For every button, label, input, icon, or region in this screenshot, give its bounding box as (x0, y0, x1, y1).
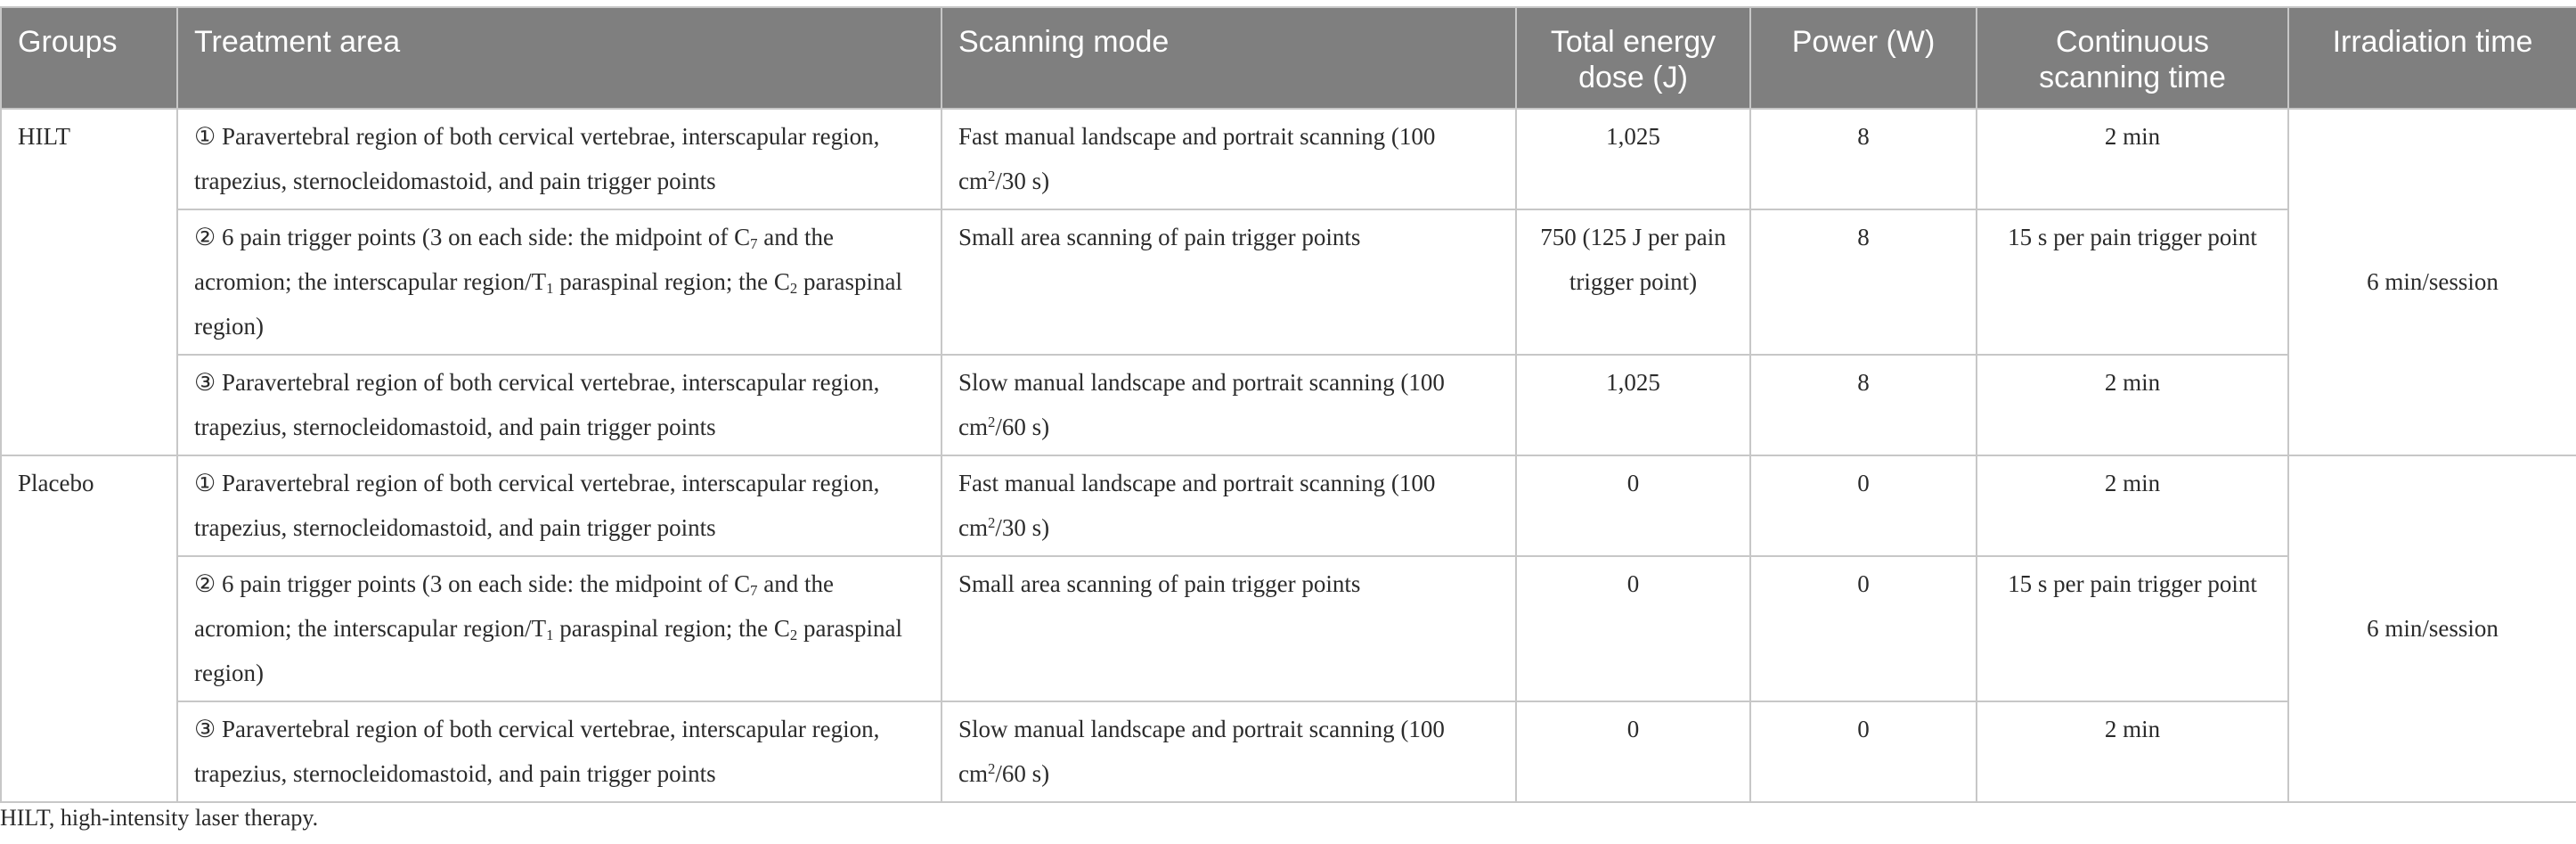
scanning-mode-cell: Fast manual landscape and portrait scann… (941, 108, 1517, 210)
power-cell: 0 (1749, 555, 1977, 702)
power-cell: 8 (1749, 209, 1977, 356)
power-cell: 0 (1749, 701, 1977, 803)
scanning-mode-cell: Slow manual landscape and portrait scann… (941, 701, 1517, 803)
energy-dose-cell: 0 (1515, 455, 1751, 557)
scanning-mode-cell: Small area scanning of pain trigger poin… (941, 209, 1517, 356)
scanning-time-cell: 15 s per pain trigger point (1976, 209, 2289, 356)
scanning-time-cell: 2 min (1976, 354, 2289, 456)
scanning-time-cell: 2 min (1976, 455, 2289, 557)
treatment-area-cell: ③ Paravertebral region of both cervical … (176, 354, 942, 456)
energy-dose-cell: 1,025 (1515, 108, 1751, 210)
power-cell: 0 (1749, 455, 1977, 557)
scanning-time-cell: 2 min (1976, 701, 2289, 803)
table-row: ② 6 pain trigger points (3 on each side:… (1, 555, 2576, 702)
table-row: ② 6 pain trigger points (3 on each side:… (1, 209, 2576, 356)
scanning-mode-cell: Fast manual landscape and portrait scann… (941, 455, 1517, 557)
energy-dose-cell: 750 (125 J per pain trigger point) (1515, 209, 1751, 356)
scanning-mode-cell: Slow manual landscape and portrait scann… (941, 354, 1517, 456)
treatment-area-cell: ② 6 pain trigger points (3 on each side:… (176, 209, 942, 356)
group-label-placebo: Placebo (0, 455, 178, 803)
col-header-irradiation-time: Irradiation time (2287, 6, 2576, 110)
col-header-groups: Groups (0, 6, 178, 110)
group-label-hilt: HILT (0, 108, 178, 456)
treatment-area-cell: ① Paravertebral region of both cervical … (176, 108, 942, 210)
energy-dose-cell: 1,025 (1515, 354, 1751, 456)
header-row: Groups Treatment area Scanning mode Tota… (0, 6, 2576, 110)
scanning-time-cell: 15 s per pain trigger point (1976, 555, 2289, 702)
treatment-parameters-table: Groups Treatment area Scanning mode Tota… (0, 6, 2576, 803)
table-row: ③ Paravertebral region of both cervical … (1, 354, 2576, 456)
table-row: ③ Paravertebral region of both cervical … (1, 701, 2576, 803)
table-footnote: HILT, high-intensity laser therapy. (0, 805, 319, 831)
treatment-area-cell: ③ Paravertebral region of both cervical … (176, 701, 942, 803)
col-header-total-energy-dose: Total energy dose (J) (1515, 6, 1751, 110)
energy-dose-cell: 0 (1515, 555, 1751, 702)
power-cell: 8 (1749, 108, 1977, 210)
treatment-area-cell: ① Paravertebral region of both cervical … (176, 455, 942, 557)
power-cell: 8 (1749, 354, 1977, 456)
table-row: HILT ① Paravertebral region of both cerv… (0, 108, 2576, 456)
irradiation-time-cell: 6 min/session (2287, 455, 2576, 803)
col-header-continuous-scanning-time: Continuous scanning time (1976, 6, 2289, 110)
scanning-mode-cell: Small area scanning of pain trigger poin… (941, 555, 1517, 702)
col-header-scanning-mode: Scanning mode (941, 6, 1517, 110)
scanning-time-cell: 2 min (1976, 108, 2289, 210)
treatment-area-cell: ② 6 pain trigger points (3 on each side:… (176, 555, 942, 702)
col-header-treatment-area: Treatment area (176, 6, 942, 110)
irradiation-time-cell: 6 min/session (2287, 108, 2576, 456)
table-row: Placebo ① Paravertebral region of both c… (0, 455, 2576, 803)
energy-dose-cell: 0 (1515, 701, 1751, 803)
col-header-power: Power (W) (1749, 6, 1977, 110)
